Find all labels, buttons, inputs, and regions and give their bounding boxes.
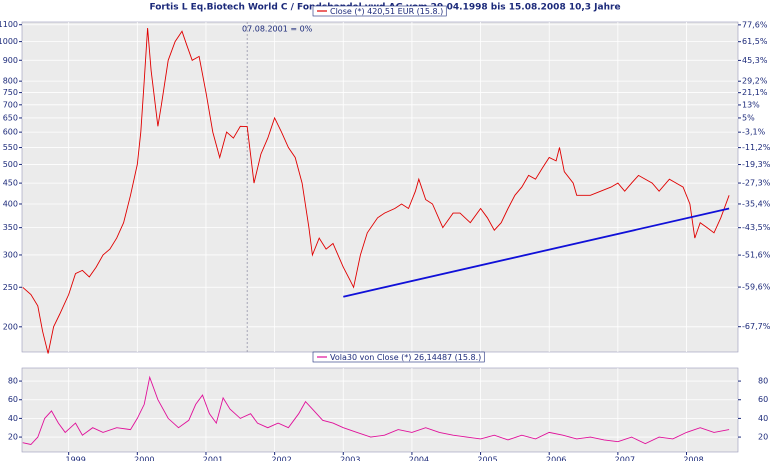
series-line [22, 27, 730, 354]
y-tick-label: 250 [3, 283, 18, 292]
series-line [22, 375, 730, 445]
y2-tick-label: 61,5% [742, 37, 768, 46]
legend-label: Close (*) 420,51 EUR (15.8.) [330, 7, 443, 16]
y-tick-label: 200 [3, 322, 18, 331]
y2-tick-label: -43,5% [742, 223, 770, 232]
y-tick-label: 800 [3, 77, 18, 86]
y2-tick-label: -51,6% [742, 251, 770, 260]
annotation: 07.08.2001 = 0% [242, 25, 313, 34]
x-tick-label: 2002 [271, 456, 291, 461]
x-tick-label: 2003 [340, 456, 360, 461]
legend-box [312, 5, 447, 17]
trendline [343, 207, 730, 298]
y2-tick-label: -59,6% [742, 283, 770, 292]
x-tick-label: 2007 [615, 456, 635, 461]
y-tick-label: 550 [3, 143, 18, 152]
y-tick-label-right: 80 [758, 377, 768, 386]
y-tick-label: 20 [8, 433, 18, 442]
y2-tick-label: -35,4% [742, 199, 770, 208]
y2-tick-label: 5% [742, 113, 755, 122]
x-tick-label: 2004 [409, 456, 429, 461]
x-tick-label: 2005 [477, 456, 497, 461]
x-tick-label: 2000 [134, 456, 154, 461]
y-tick-label: 80 [8, 377, 18, 386]
x-tick-label: 1999 [66, 456, 86, 461]
y2-tick-label: -19,3% [742, 160, 770, 169]
y-tick-label-right: 20 [758, 433, 768, 442]
y-tick-label: 350 [3, 223, 18, 232]
y-tick-label: 600 [3, 128, 18, 137]
x-tick-label: 2001 [203, 456, 223, 461]
y-tick-label: 400 [3, 199, 18, 208]
x-tick-label: 2008 [683, 456, 703, 461]
y-tick-label: 700 [3, 100, 18, 109]
y-tick-label: 650 [3, 113, 18, 122]
y2-tick-label: -67,7% [742, 322, 770, 331]
y2-tick-label: 45,3% [742, 56, 768, 65]
y2-tick-label: 13% [742, 100, 760, 109]
x-tick-label: 2006 [546, 456, 566, 461]
y-tick-label-right: 60 [758, 395, 768, 404]
y2-tick-label: 77,6% [742, 20, 768, 29]
y2-tick-label: 29,2% [742, 77, 768, 86]
y-tick-label: 900 [3, 56, 18, 65]
y-tick-label: 300 [3, 250, 18, 259]
y-tick-label: 500 [3, 160, 18, 169]
y-tick-label: 1000 [0, 37, 18, 46]
plot-area [21, 367, 739, 453]
legend-box [312, 351, 485, 363]
plot-area [21, 21, 739, 353]
y2-tick-label: -11,2% [742, 143, 770, 152]
y-tick-label: 750 [3, 88, 18, 97]
y-tick-label: 450 [3, 179, 18, 188]
y-tick-label: 1100 [0, 20, 18, 29]
y-tick-label: 60 [8, 395, 18, 404]
y2-tick-label: 21,1% [742, 88, 768, 97]
legend-label: Vola30 von Close (*) 26,14487 (15.8.) [330, 353, 481, 362]
y2-tick-label: -3,1% [742, 128, 766, 137]
y-tick-label: 40 [8, 414, 18, 423]
y-tick-label-right: 40 [758, 414, 768, 423]
y2-tick-label: -27,3% [742, 179, 770, 188]
